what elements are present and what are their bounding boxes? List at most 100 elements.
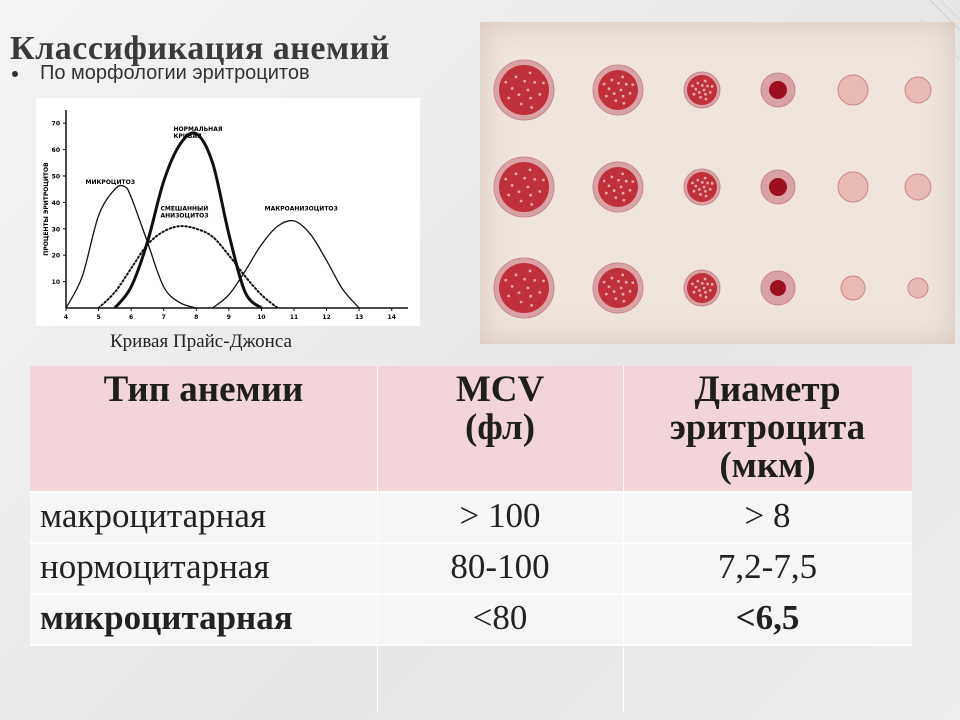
cell-granule xyxy=(621,292,625,296)
bullet-dot-icon xyxy=(12,70,18,77)
cell-body xyxy=(687,75,717,105)
cell-granule xyxy=(696,279,700,283)
cell-granule xyxy=(621,191,625,195)
cell-body xyxy=(598,167,638,207)
series-label-normal-curve: НОРМАЛЬНАЯ xyxy=(173,126,222,133)
cell-granule xyxy=(528,168,532,172)
cell-granule xyxy=(526,286,530,290)
cell-granule xyxy=(703,176,707,180)
cell-type: макроцитарная xyxy=(30,492,377,544)
cell-diameter: > 8 xyxy=(623,492,912,544)
cell-body xyxy=(499,162,549,212)
cell-granule xyxy=(507,294,511,298)
bullet-text: По морфологии эритроцитов xyxy=(40,62,310,84)
table-row: нормоцитарная 80-100 7,2-7,5 xyxy=(30,543,912,595)
cell-granule xyxy=(542,279,545,283)
cell-granule xyxy=(538,92,542,96)
cell-granule xyxy=(526,185,530,189)
chart-svg: 10 20 30 40 50 60 70 4 5 6 7 8 9 10 11 12 13 14 ПРОЦЕНТЫ Э… xyxy=(43,110,408,321)
table-row: микроцитарная <80 <6,5 xyxy=(30,594,912,646)
cell-granule xyxy=(704,97,708,101)
cell-granule xyxy=(619,88,623,92)
cell-granule xyxy=(610,78,614,82)
cell-granule xyxy=(538,290,542,294)
cell-granule xyxy=(612,189,616,192)
cell-granule xyxy=(702,286,706,290)
cell-granule xyxy=(621,273,624,277)
cell-body xyxy=(499,263,549,313)
cell-granule xyxy=(610,276,614,280)
cell-diameter: <6,5 xyxy=(623,594,912,646)
x-tick-label: 6 xyxy=(129,314,133,321)
cell-halo xyxy=(904,173,932,201)
cell-granule xyxy=(523,277,526,281)
cell-granule xyxy=(610,175,614,179)
cell-granule xyxy=(504,80,508,84)
table-row: макроцитарная > 100 > 8 xyxy=(30,492,912,544)
series-label-mixed-anisocytosis: АНИЗОЦИТОЗ xyxy=(160,212,208,219)
cell-granule xyxy=(704,189,707,193)
cell-granule xyxy=(703,79,707,83)
price-jones-chart: 10 20 30 40 50 60 70 4 5 6 7 8 9 10 11 12 13 14 ПРОЦЕНТЫ Э… xyxy=(36,98,420,326)
cell-granule xyxy=(696,81,700,85)
cell-granule xyxy=(708,288,712,292)
cell-granule xyxy=(507,193,511,197)
cell-granule xyxy=(697,91,701,94)
cell-mcv: 80-100 xyxy=(377,543,623,595)
table-column-divider xyxy=(623,366,624,712)
cell-granule xyxy=(697,188,701,191)
cell-granule xyxy=(510,183,514,187)
cell-granule xyxy=(694,285,698,289)
cell-granule xyxy=(624,82,628,86)
cell-granule xyxy=(523,176,526,180)
cell-granule xyxy=(699,192,702,196)
x-tick-label: 7 xyxy=(162,314,166,321)
cell-mcv: > 100 xyxy=(377,492,623,544)
cell-granule xyxy=(504,278,508,282)
cell-granule xyxy=(700,281,704,285)
y-tick-label: 20 xyxy=(52,253,60,260)
x-tick-label: 5 xyxy=(96,314,100,321)
series-label-microcytosis: МИКРОЦИТОЗ xyxy=(86,179,135,186)
cell-granule xyxy=(691,84,694,88)
cell-granule xyxy=(702,88,706,92)
slide-title: Классификация анемий xyxy=(10,30,390,67)
cell-granule xyxy=(510,284,514,288)
cell-granule xyxy=(612,290,616,293)
cell-granule xyxy=(607,87,611,91)
erythrocyte-photo xyxy=(480,22,955,344)
cell-granule xyxy=(704,290,707,294)
cell-granule xyxy=(621,94,625,98)
x-tick-label: 8 xyxy=(194,314,198,321)
series-line-macroanisocytosis xyxy=(212,219,360,309)
cell-granule xyxy=(631,281,635,285)
cell-granule xyxy=(706,181,710,185)
cell-granule xyxy=(699,293,702,297)
cell-granule xyxy=(628,91,632,95)
x-tick-label: 13 xyxy=(355,314,363,321)
cell-granule xyxy=(704,194,708,198)
cell-granule xyxy=(699,95,702,99)
x-tick-label: 11 xyxy=(290,314,298,321)
cell-granule xyxy=(703,277,707,281)
cell-type: нормоцитарная xyxy=(30,543,377,595)
cell-granule xyxy=(510,86,514,90)
cell-granule xyxy=(621,172,624,176)
cell-halo xyxy=(840,275,866,301)
series-label-macroanisocytosis: МАКРОАНИЗОЦИТОЗ xyxy=(265,205,338,212)
cell-granule xyxy=(691,282,694,286)
cell-granule xyxy=(621,75,624,79)
cell-body xyxy=(499,65,549,115)
cell-granule xyxy=(514,172,518,176)
cell-granule xyxy=(526,88,530,92)
x-tick-label: 10 xyxy=(257,314,265,321)
cell-granule xyxy=(604,191,608,195)
cell-halo xyxy=(837,171,869,203)
cell-halo xyxy=(837,74,869,106)
cell-mcv: <80 xyxy=(377,594,623,646)
chart-caption: Кривая Прайс-Джонса xyxy=(110,331,292,352)
cell-granule xyxy=(607,184,611,188)
cell-granule xyxy=(631,180,635,184)
table-header-row: Тип анемии MCV (фл) Диаметр эритроцита (… xyxy=(30,366,912,493)
cell-granule xyxy=(619,286,623,290)
